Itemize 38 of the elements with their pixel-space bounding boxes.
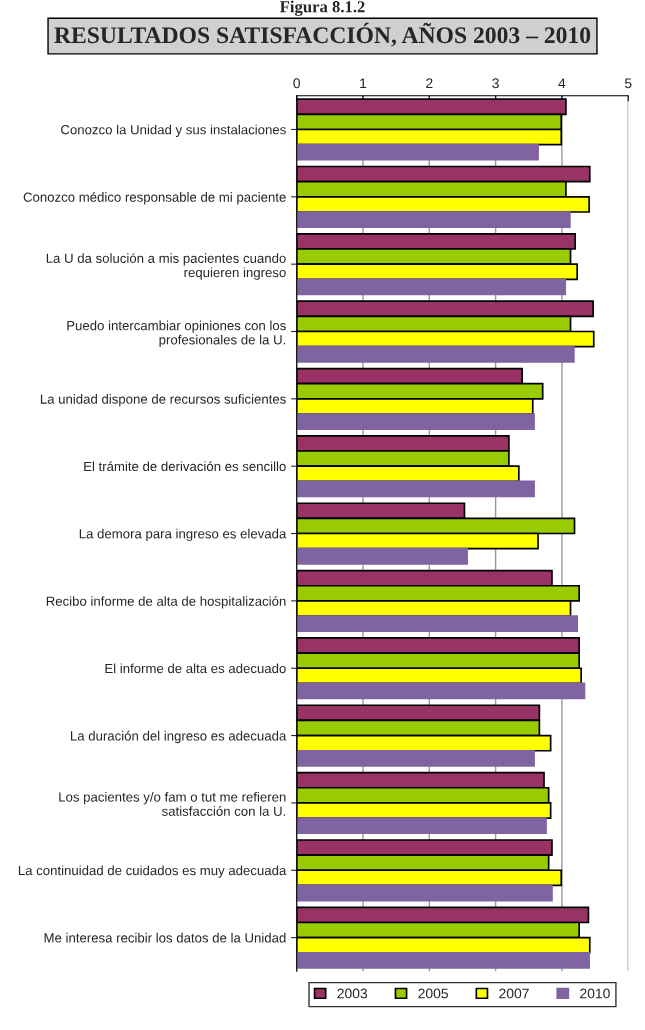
y-tick-label: La unidad dispone de recursos suficientes — [40, 394, 286, 407]
legend-label: 2003 — [337, 988, 368, 999]
x-tick-label: 1 — [360, 78, 367, 89]
bar — [296, 682, 586, 700]
bar — [296, 278, 567, 296]
bar — [296, 615, 579, 633]
bar — [296, 951, 590, 969]
x-tick-label: 2 — [426, 78, 433, 89]
bar — [296, 480, 535, 498]
bar — [296, 884, 553, 902]
bar — [296, 817, 547, 835]
y-tick-label: Conozco la Unidad y sus instalaciones — [61, 124, 286, 137]
y-tick-label: La continuidad de cuidados es muy adecuada — [18, 865, 287, 878]
y-tick-label: Recibo informe de alta de hospitalización — [46, 596, 286, 609]
bar — [296, 211, 571, 228]
bar — [296, 143, 539, 161]
x-tick-label: 0 — [293, 78, 301, 89]
legend-label: 2010 — [580, 988, 610, 999]
bar — [296, 749, 535, 767]
y-tick-label: Los pacientes y/o fam o tut me refieren satisfacción con la U. — [59, 791, 286, 816]
legend-label: 2005 — [418, 988, 448, 999]
bar — [296, 345, 575, 363]
legend-label: 2007 — [499, 988, 529, 999]
x-tick-label: 3 — [492, 78, 499, 89]
text: Figura 8.1.2 — [279, 0, 365, 16]
y-tick-label: Conozco médico responsable de mi paciente — [23, 191, 286, 205]
y-tick-label: Me interesa recibir los datos de la Unidad — [44, 932, 286, 943]
x-tick-label: 4 — [558, 78, 566, 89]
y-tick-label: El trámite de derivación es sencillo — [84, 461, 286, 472]
bar — [296, 547, 468, 565]
x-tick-label: 5 — [624, 78, 632, 89]
y-tick-label: La duración del ingreso es adecuada — [70, 730, 287, 744]
y-tick-label: La U da solución a mis pacientes cuando requieren ingreso — [46, 253, 286, 280]
y-tick-label: La demora para ingreso es elevada — [79, 528, 287, 542]
y-tick-label: Puedo intercambiar opiniones con los profesionales de la U. — [67, 320, 286, 348]
y-tick-label: El informe de alta es adecuado — [105, 663, 286, 674]
bar — [296, 413, 535, 430]
chart-title: RESULTADOS SATISFACCIÓN, AÑOS 2003 – 2010 — [54, 22, 591, 47]
